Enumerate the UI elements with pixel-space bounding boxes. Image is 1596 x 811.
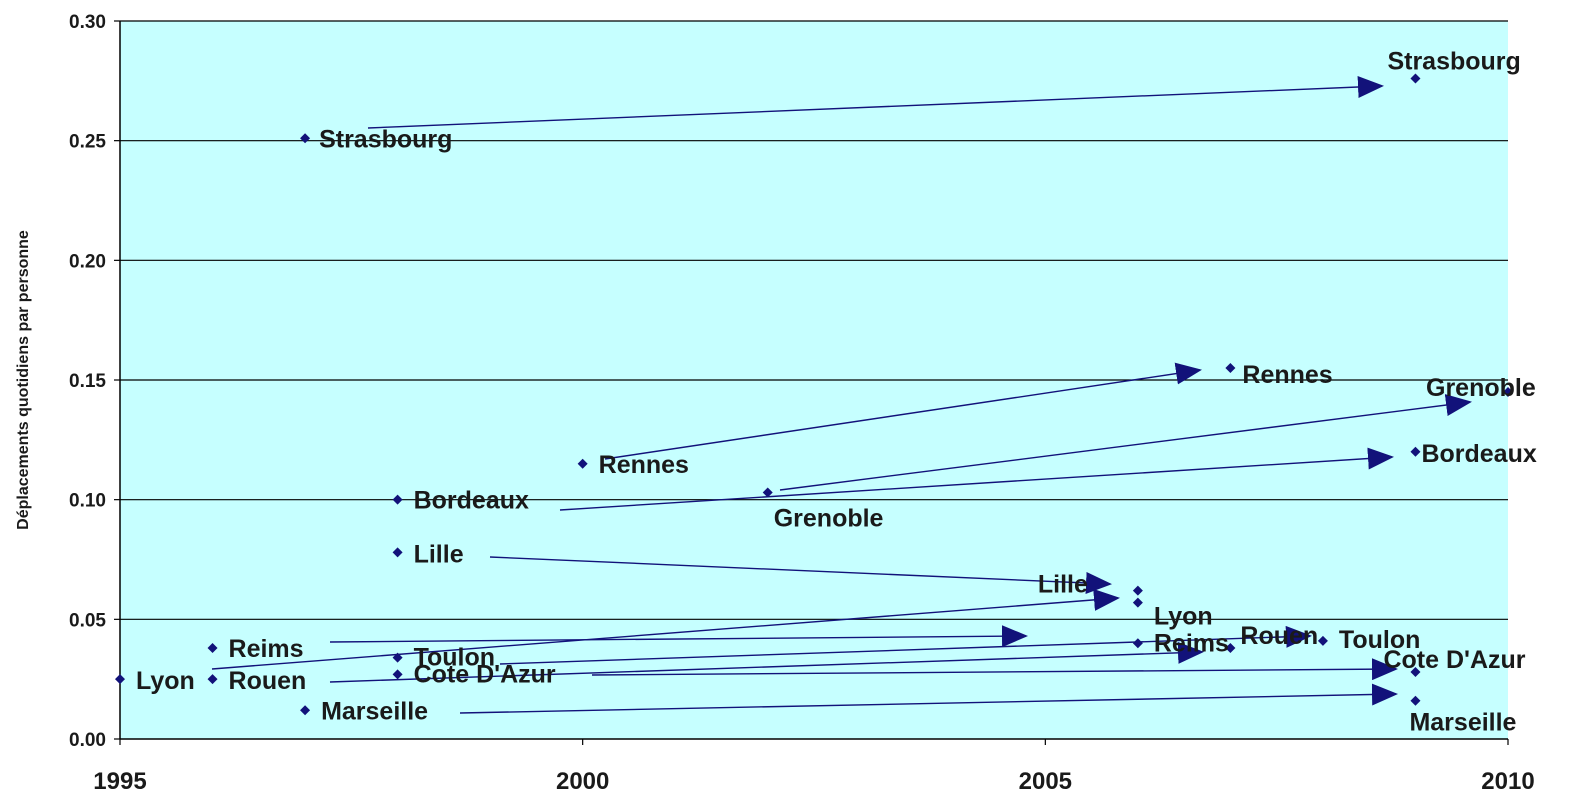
x-tick-label: 1995 bbox=[93, 768, 146, 795]
arrow-strasbourg bbox=[367, 76, 1384, 129]
point-label: Marseille bbox=[321, 697, 428, 725]
x-tick-label: 2000 bbox=[556, 768, 609, 795]
arrow-grenoble bbox=[779, 394, 1472, 491]
data-point-marker bbox=[1225, 643, 1236, 654]
y-tick-label: 0.15 bbox=[69, 371, 106, 392]
y-tick-label: 0.20 bbox=[69, 251, 106, 272]
point-label: Bordeaux bbox=[1421, 440, 1536, 468]
arrow-marseille bbox=[459, 683, 1398, 714]
point-label: Cote D'Azur bbox=[1383, 646, 1525, 674]
arrow-bordeaux bbox=[559, 447, 1394, 511]
data-point-marker bbox=[207, 643, 218, 654]
data-point-marker bbox=[1410, 695, 1421, 706]
arrow-reims bbox=[329, 625, 1028, 648]
y-tick-label: 0.25 bbox=[69, 132, 106, 153]
point-label: Reims bbox=[1154, 629, 1229, 657]
point-label: Grenoble bbox=[774, 504, 884, 532]
point-label: Bordeaux bbox=[414, 487, 529, 515]
data-point-marker bbox=[1132, 597, 1143, 608]
data-point-marker bbox=[300, 133, 311, 144]
data-point-marker bbox=[392, 669, 403, 680]
point-label: Strasbourg bbox=[319, 125, 452, 153]
y-tick-label: 0.10 bbox=[69, 491, 106, 512]
data-point-marker bbox=[1317, 635, 1328, 646]
data-points bbox=[115, 73, 1513, 716]
data-point-marker bbox=[1132, 585, 1143, 596]
data-point-marker bbox=[115, 674, 125, 685]
arrow-cote-dazur bbox=[591, 658, 1398, 681]
point-label: Grenoble bbox=[1426, 374, 1536, 402]
x-tick-label: 2010 bbox=[1481, 768, 1534, 795]
gridlines bbox=[120, 20, 1508, 620]
point-label: Rouen bbox=[229, 667, 307, 695]
data-point-marker bbox=[392, 494, 403, 505]
point-label: Rouen bbox=[1240, 622, 1318, 650]
data-point-marker bbox=[392, 547, 403, 558]
x-tick-label: 2005 bbox=[1019, 768, 1072, 795]
data-point-marker bbox=[577, 458, 588, 469]
data-point-marker bbox=[1410, 446, 1421, 457]
y-tick-labels: 0.00 0.05 0.10 0.15 0.20 0.25 0.30 bbox=[69, 12, 120, 751]
arrow-rouen bbox=[329, 641, 1204, 683]
point-label: Lyon bbox=[1154, 603, 1213, 631]
data-point-marker bbox=[1132, 638, 1143, 649]
point-label: Lille bbox=[414, 540, 464, 568]
point-label: Strasbourg bbox=[1387, 47, 1520, 75]
y-tick-label: 0.05 bbox=[69, 610, 106, 631]
data-point-marker bbox=[1225, 363, 1236, 374]
trend-arrows bbox=[211, 76, 1472, 714]
arrow-toulon bbox=[499, 625, 1312, 665]
point-labels: Strasbourg Strasbourg Rennes Rennes Grenoble… bbox=[136, 47, 1537, 736]
data-point-marker bbox=[207, 674, 218, 685]
point-label: Rennes bbox=[1242, 361, 1332, 389]
data-point-marker bbox=[1410, 73, 1421, 84]
point-label: Rennes bbox=[599, 451, 689, 479]
point-label: Toulon bbox=[1339, 626, 1420, 654]
y-tick-label: 0.00 bbox=[69, 730, 106, 751]
point-label: Marseille bbox=[1409, 709, 1516, 737]
arrow-rennes bbox=[604, 362, 1202, 460]
data-point-marker bbox=[1410, 666, 1421, 677]
point-label: Reims bbox=[229, 635, 304, 663]
y-axis-title: Déplacements quotidiens par personne bbox=[15, 230, 32, 530]
x-tick-labels: 1995 2000 2005 2010 bbox=[93, 739, 1535, 795]
point-label: Toulon bbox=[414, 644, 495, 672]
point-label: Cote D'Azur bbox=[414, 660, 556, 688]
data-point-marker bbox=[300, 705, 311, 716]
y-tick-label: 0.30 bbox=[69, 12, 106, 33]
data-point-marker bbox=[762, 487, 773, 498]
data-point-marker bbox=[1503, 386, 1513, 397]
point-label: Lyon bbox=[136, 667, 195, 695]
arrow-lille bbox=[489, 556, 1112, 594]
point-label: Lille bbox=[1038, 571, 1088, 599]
data-point-marker bbox=[392, 652, 403, 663]
arrow-lyon bbox=[211, 588, 1120, 670]
